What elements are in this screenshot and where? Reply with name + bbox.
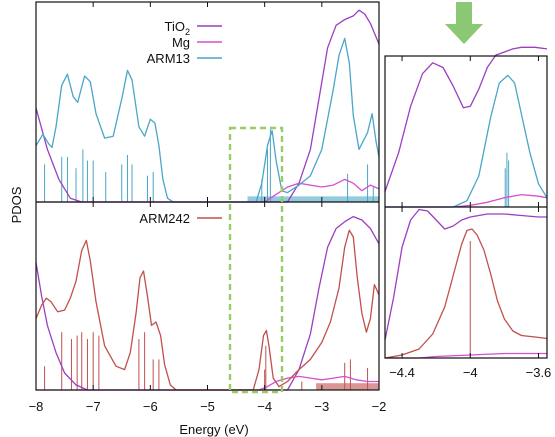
main-tick-label-5: −3 <box>314 399 329 414</box>
tio2-bottom-line <box>35 215 380 391</box>
y-axis-title: PDOS <box>9 186 24 223</box>
main-tick-label-6: −2 <box>372 399 387 414</box>
annotations <box>228 2 483 394</box>
legend-bottom-label-0: ARM242 <box>139 211 190 226</box>
inset-tick-label-1: −4 <box>463 365 478 380</box>
arm242-bottom-line <box>35 229 380 391</box>
highlight-box <box>228 126 284 394</box>
main-tick-label-3: −5 <box>200 399 215 414</box>
main-tick-label-2: −6 <box>143 399 158 414</box>
main-tick-label-1: −7 <box>86 399 101 414</box>
main-tick-label-4: −4 <box>257 399 272 414</box>
arm242-bottom-fill-0 <box>316 383 379 390</box>
inset-tick-label-0: −4.4 <box>389 365 415 380</box>
main-tick-label-0: −8 <box>29 399 44 414</box>
mg-bottom-line <box>36 375 379 391</box>
x-axis-title: Energy (eV) <box>179 422 248 437</box>
x-axis-ticks: −8 −7 −6 −5 −4 −3 −2 −4.4 −4 −3.6 <box>29 2 552 414</box>
arm13-top-line <box>35 37 380 203</box>
arm13-top-fill-0 <box>247 196 379 202</box>
legend-label-1: Mg <box>172 35 190 50</box>
inset-bottom-panel <box>384 208 548 359</box>
arm13-inset-line <box>385 74 548 208</box>
down-arrow-icon <box>445 2 483 44</box>
tio2-inset-top-line <box>384 46 548 192</box>
inset-tick-label-2: −3.6 <box>526 365 552 380</box>
inset-top-panel <box>384 46 548 208</box>
legend-label-2: ARM13 <box>147 51 190 66</box>
mg-top-line <box>36 178 380 203</box>
tio2-inset-bottom-line <box>384 208 547 341</box>
tio2-top-line <box>35 9 380 203</box>
arm242-inset-line <box>384 228 548 359</box>
legend-label-0: TiO2 <box>165 19 190 37</box>
main-top-panel <box>35 9 380 203</box>
mg-inset-bottom-line <box>385 352 547 359</box>
main-bottom-panel <box>35 215 380 391</box>
